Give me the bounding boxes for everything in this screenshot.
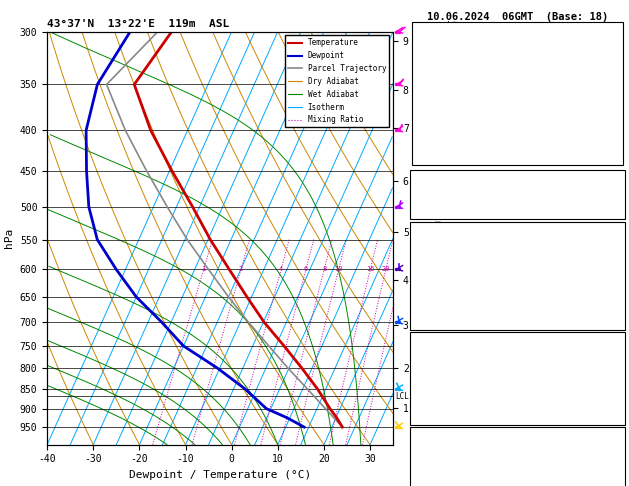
Text: 2: 2 — [615, 284, 621, 293]
Text: Temp (°C): Temp (°C) — [414, 239, 465, 248]
Text: θₑ (K): θₑ (K) — [414, 364, 448, 373]
Text: 6: 6 — [304, 266, 308, 273]
Text: EH: EH — [414, 444, 425, 453]
Text: 1: 1 — [615, 379, 621, 388]
Text: Lifted Index: Lifted Index — [414, 379, 483, 388]
Text: 30: 30 — [476, 92, 482, 97]
Text: Lifted Index: Lifted Index — [414, 284, 483, 293]
Text: Totals Totals: Totals Totals — [414, 188, 489, 197]
Text: LCL: LCL — [395, 392, 409, 400]
Text: 326: 326 — [604, 364, 621, 373]
Text: Surface: Surface — [498, 224, 537, 233]
Text: CAPE (J): CAPE (J) — [414, 394, 460, 403]
Text: 10: 10 — [335, 266, 343, 273]
Text: Pressure (mb): Pressure (mb) — [414, 349, 489, 358]
Y-axis label: hPa: hPa — [4, 228, 14, 248]
Text: CIN (J): CIN (J) — [414, 314, 454, 323]
Text: SREH: SREH — [414, 459, 437, 469]
Text: kt: kt — [447, 20, 457, 30]
Text: 47: 47 — [610, 188, 621, 197]
Text: 169: 169 — [604, 444, 621, 453]
Text: Most Unstable: Most Unstable — [480, 334, 555, 343]
Text: 14: 14 — [610, 254, 621, 263]
Text: kt: kt — [415, 24, 426, 33]
Text: 4: 4 — [279, 266, 283, 273]
Text: 16: 16 — [366, 266, 374, 273]
Text: 1: 1 — [201, 266, 206, 273]
Text: Dewp (°C): Dewp (°C) — [414, 254, 465, 263]
Text: 43°37'N  13°22'E  119m  ASL: 43°37'N 13°22'E 119m ASL — [47, 19, 230, 30]
X-axis label: Dewpoint / Temperature (°C): Dewpoint / Temperature (°C) — [129, 470, 311, 480]
Text: 2.81: 2.81 — [598, 203, 621, 212]
Text: 0: 0 — [615, 314, 621, 323]
Text: 0: 0 — [615, 299, 621, 308]
Text: 0: 0 — [615, 394, 621, 403]
Text: CIN (J): CIN (J) — [414, 409, 454, 418]
Text: 0: 0 — [615, 409, 621, 418]
Text: 10.06.2024  06GMT  (Base: 18): 10.06.2024 06GMT (Base: 18) — [426, 12, 608, 22]
Text: 2: 2 — [239, 266, 243, 273]
Text: 20: 20 — [490, 92, 497, 97]
Legend: Temperature, Dewpoint, Parcel Trajectory, Dry Adiabat, Wet Adiabat, Isotherm, Mi: Temperature, Dewpoint, Parcel Trajectory… — [285, 35, 389, 127]
Text: 325: 325 — [604, 269, 621, 278]
Text: 40: 40 — [462, 92, 468, 97]
Text: 8: 8 — [322, 266, 326, 273]
Y-axis label: km
ASL: km ASL — [410, 229, 431, 247]
Text: 27: 27 — [610, 173, 621, 182]
Text: 168: 168 — [604, 459, 621, 469]
Text: 251°: 251° — [598, 474, 621, 484]
Text: 950: 950 — [604, 349, 621, 358]
Text: Mixing Ratio (g/kg): Mixing Ratio (g/kg) — [433, 215, 443, 311]
Text: PW (cm): PW (cm) — [414, 203, 454, 212]
Text: 20: 20 — [382, 266, 390, 273]
Text: CAPE (J): CAPE (J) — [414, 299, 460, 308]
Text: Hodograph: Hodograph — [491, 429, 543, 438]
Text: θₑ(K): θₑ(K) — [414, 269, 443, 278]
Text: 22.3: 22.3 — [598, 239, 621, 248]
Text: K: K — [414, 173, 420, 182]
Text: StmDir: StmDir — [414, 474, 448, 484]
